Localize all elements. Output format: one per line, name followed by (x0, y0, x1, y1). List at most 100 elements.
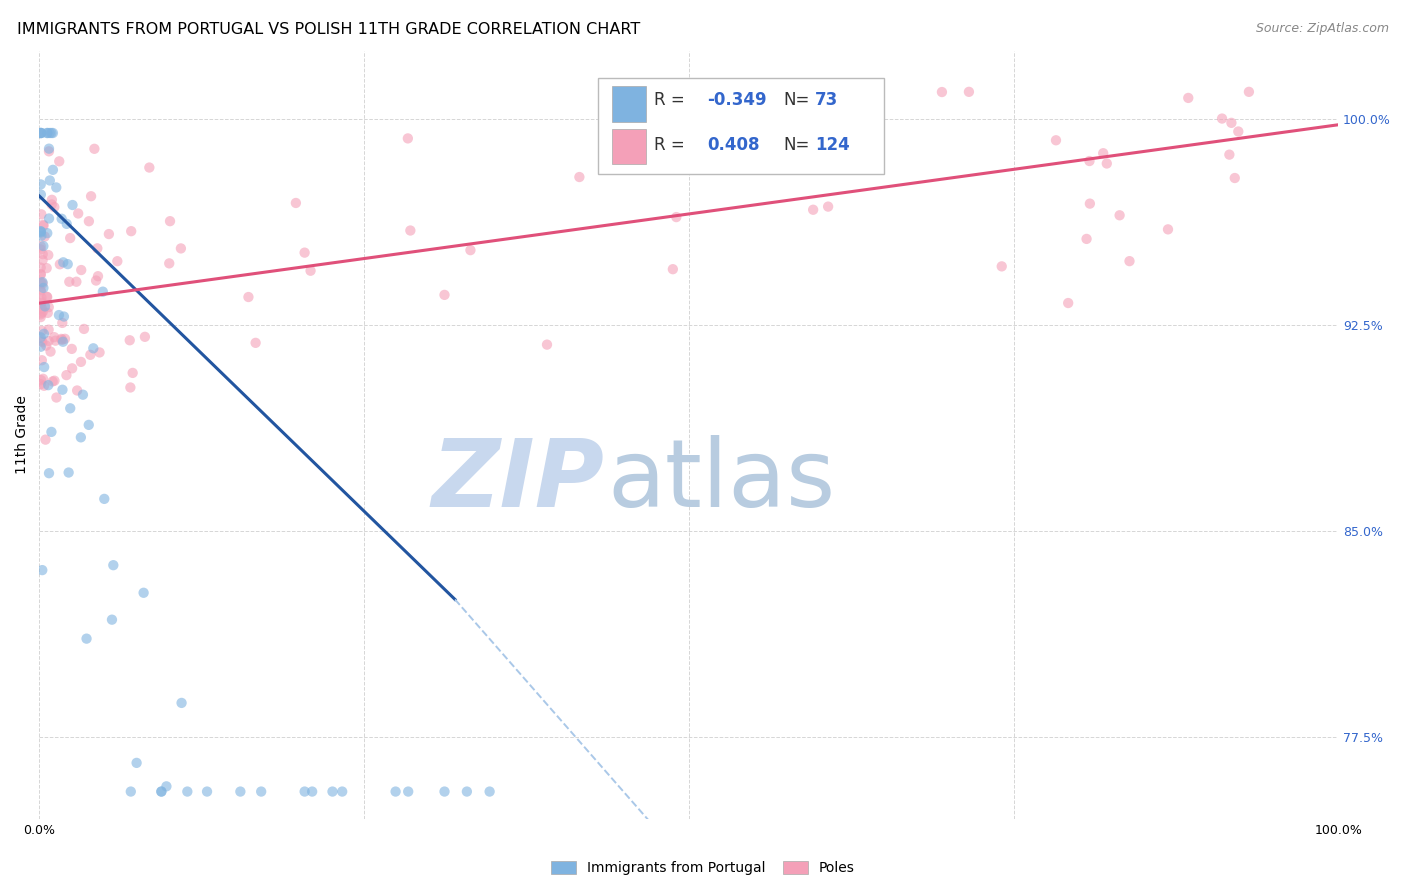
Text: 124: 124 (815, 136, 849, 154)
Point (176, 784, 198, 798)
Point (1045, 133, 1067, 147)
Point (299, 264, 322, 278)
Point (665, 210, 688, 224)
Point (66, 384, 89, 398)
Text: N=: N= (783, 136, 810, 154)
Point (1220, 116, 1243, 130)
Point (294, 784, 316, 798)
Point (1057, 296, 1080, 310)
Point (38, 142, 60, 156)
Text: ZIP: ZIP (432, 435, 605, 527)
Point (30, 178, 52, 192)
Point (120, 784, 142, 798)
Point (49, 257, 72, 271)
Point (1076, 232, 1098, 246)
Point (294, 245, 316, 260)
Point (1078, 154, 1101, 169)
Point (1218, 147, 1240, 161)
Point (30, 126, 52, 140)
Point (31, 294, 53, 309)
Point (65, 275, 87, 289)
Point (51, 211, 73, 226)
Point (478, 784, 501, 798)
Text: 0.408: 0.408 (707, 136, 759, 154)
Point (30, 126, 52, 140)
Point (35, 338, 58, 352)
Text: R =: R = (654, 91, 685, 109)
Point (89, 345, 111, 359)
Point (41, 197, 63, 211)
Point (38, 126, 60, 140)
Point (41, 425, 63, 439)
Point (34, 299, 56, 313)
Point (301, 784, 323, 798)
Point (86, 241, 108, 255)
Point (73, 322, 96, 336)
Point (121, 366, 143, 380)
Point (56, 257, 79, 271)
Text: IMMIGRANTS FROM PORTUGAL VS POLISH 11TH GRADE CORRELATION CHART: IMMIGRANTS FROM PORTUGAL VS POLISH 11TH … (17, 22, 640, 37)
Point (32, 239, 55, 253)
Point (30, 260, 52, 275)
Point (138, 161, 160, 175)
Point (51, 316, 73, 330)
Point (30, 239, 52, 253)
Point (30, 268, 52, 282)
Point (82, 341, 104, 355)
Point (30, 207, 52, 221)
Point (30, 224, 52, 238)
Point (30, 377, 52, 392)
Point (80, 189, 103, 203)
Y-axis label: 11th Grade: 11th Grade (15, 395, 30, 475)
Point (41, 193, 63, 207)
Point (44, 200, 66, 214)
Point (38, 323, 60, 337)
Point (103, 558, 125, 573)
Point (1211, 112, 1233, 126)
Point (38, 211, 60, 226)
Point (44, 334, 66, 348)
Point (77, 214, 100, 228)
Point (83, 142, 105, 156)
Point (38, 334, 60, 348)
Point (35, 261, 58, 276)
Point (37, 290, 59, 304)
Point (76, 632, 98, 646)
Point (91, 285, 114, 299)
Point (38, 466, 60, 480)
Point (817, 200, 839, 214)
Point (48, 308, 70, 322)
Point (30, 330, 52, 344)
Point (132, 586, 155, 600)
Point (32, 218, 55, 232)
Point (37, 126, 59, 140)
Point (30, 307, 52, 321)
Point (45, 391, 67, 405)
Point (707, 159, 730, 173)
FancyBboxPatch shape (612, 129, 645, 164)
Point (229, 784, 252, 798)
Point (456, 784, 478, 798)
Point (868, 139, 890, 153)
Point (568, 169, 591, 184)
Point (30, 267, 52, 281)
Point (31, 334, 53, 348)
Point (59, 231, 82, 245)
Point (120, 224, 142, 238)
Point (30, 226, 52, 240)
Text: atlas: atlas (607, 435, 835, 527)
Point (30, 126, 52, 140)
Point (159, 214, 181, 228)
Point (250, 784, 273, 798)
Point (245, 335, 267, 350)
Point (62, 198, 84, 212)
Point (30, 373, 52, 387)
Point (37, 306, 59, 320)
Point (70, 430, 93, 444)
Point (34, 433, 56, 447)
Point (30, 224, 52, 238)
Text: N=: N= (783, 91, 810, 109)
Point (157, 256, 180, 270)
Point (37, 126, 59, 140)
Point (32, 304, 55, 318)
